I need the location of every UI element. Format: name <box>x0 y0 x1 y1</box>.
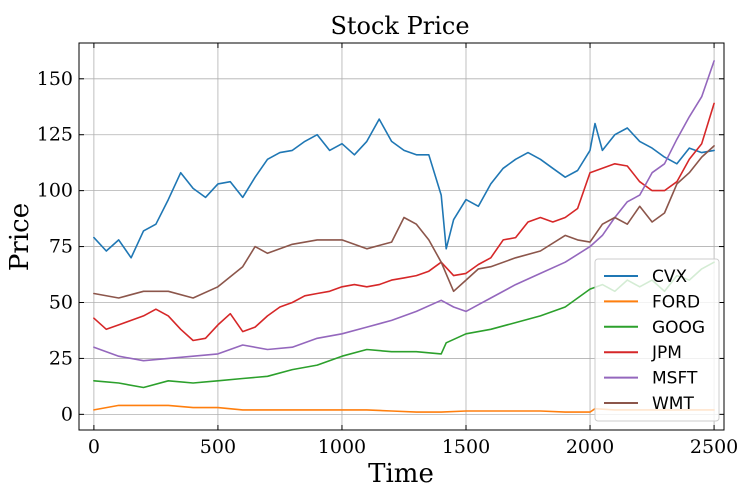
x-tick-label: 2500 <box>690 436 738 458</box>
y-tick-label: 100 <box>37 180 73 202</box>
x-axis: 0 500 1000 1500 2000 2500 <box>88 43 738 458</box>
x-tick-label: 0 <box>88 436 100 458</box>
y-tick-label: 125 <box>37 124 73 146</box>
series-line-cvx <box>93 118 715 259</box>
legend-label-jpm: JPM <box>651 343 682 363</box>
grid <box>79 43 724 430</box>
y-axis-label: Price <box>5 203 35 271</box>
legend-box <box>594 258 720 422</box>
legend-label-cvx: CVX <box>652 267 687 287</box>
x-tick-label: 1000 <box>318 436 366 458</box>
legend-label-goog: GOOG <box>652 318 705 338</box>
series-line-msft <box>93 60 715 362</box>
legend-label-msft: MSFT <box>652 369 698 389</box>
y-tick-label: 50 <box>49 291 73 313</box>
y-tick-label: 25 <box>49 347 73 369</box>
chart-title: Stock Price <box>330 12 469 40</box>
y-tick-label: 75 <box>49 236 73 258</box>
y-axis: 0 25 50 75 100 125 150 <box>37 68 724 425</box>
series-line-jpm <box>93 102 715 342</box>
legend: CVX FORD GOOG JPM MSFT WMT <box>594 258 720 422</box>
legend-label-ford: FORD <box>652 292 700 312</box>
x-tick-label: 1500 <box>442 436 490 458</box>
y-tick-label: 0 <box>61 403 73 425</box>
legend-label-wmt: WMT <box>652 394 694 414</box>
x-tick-label: 2000 <box>566 436 614 458</box>
series-line-wmt <box>93 145 715 299</box>
x-axis-label: Time <box>368 459 434 489</box>
plot-frame <box>78 42 725 431</box>
y-tick-label: 150 <box>37 68 73 90</box>
legend-items: CVX FORD GOOG JPM MSFT WMT <box>604 267 705 414</box>
x-tick-label: 500 <box>200 436 236 458</box>
